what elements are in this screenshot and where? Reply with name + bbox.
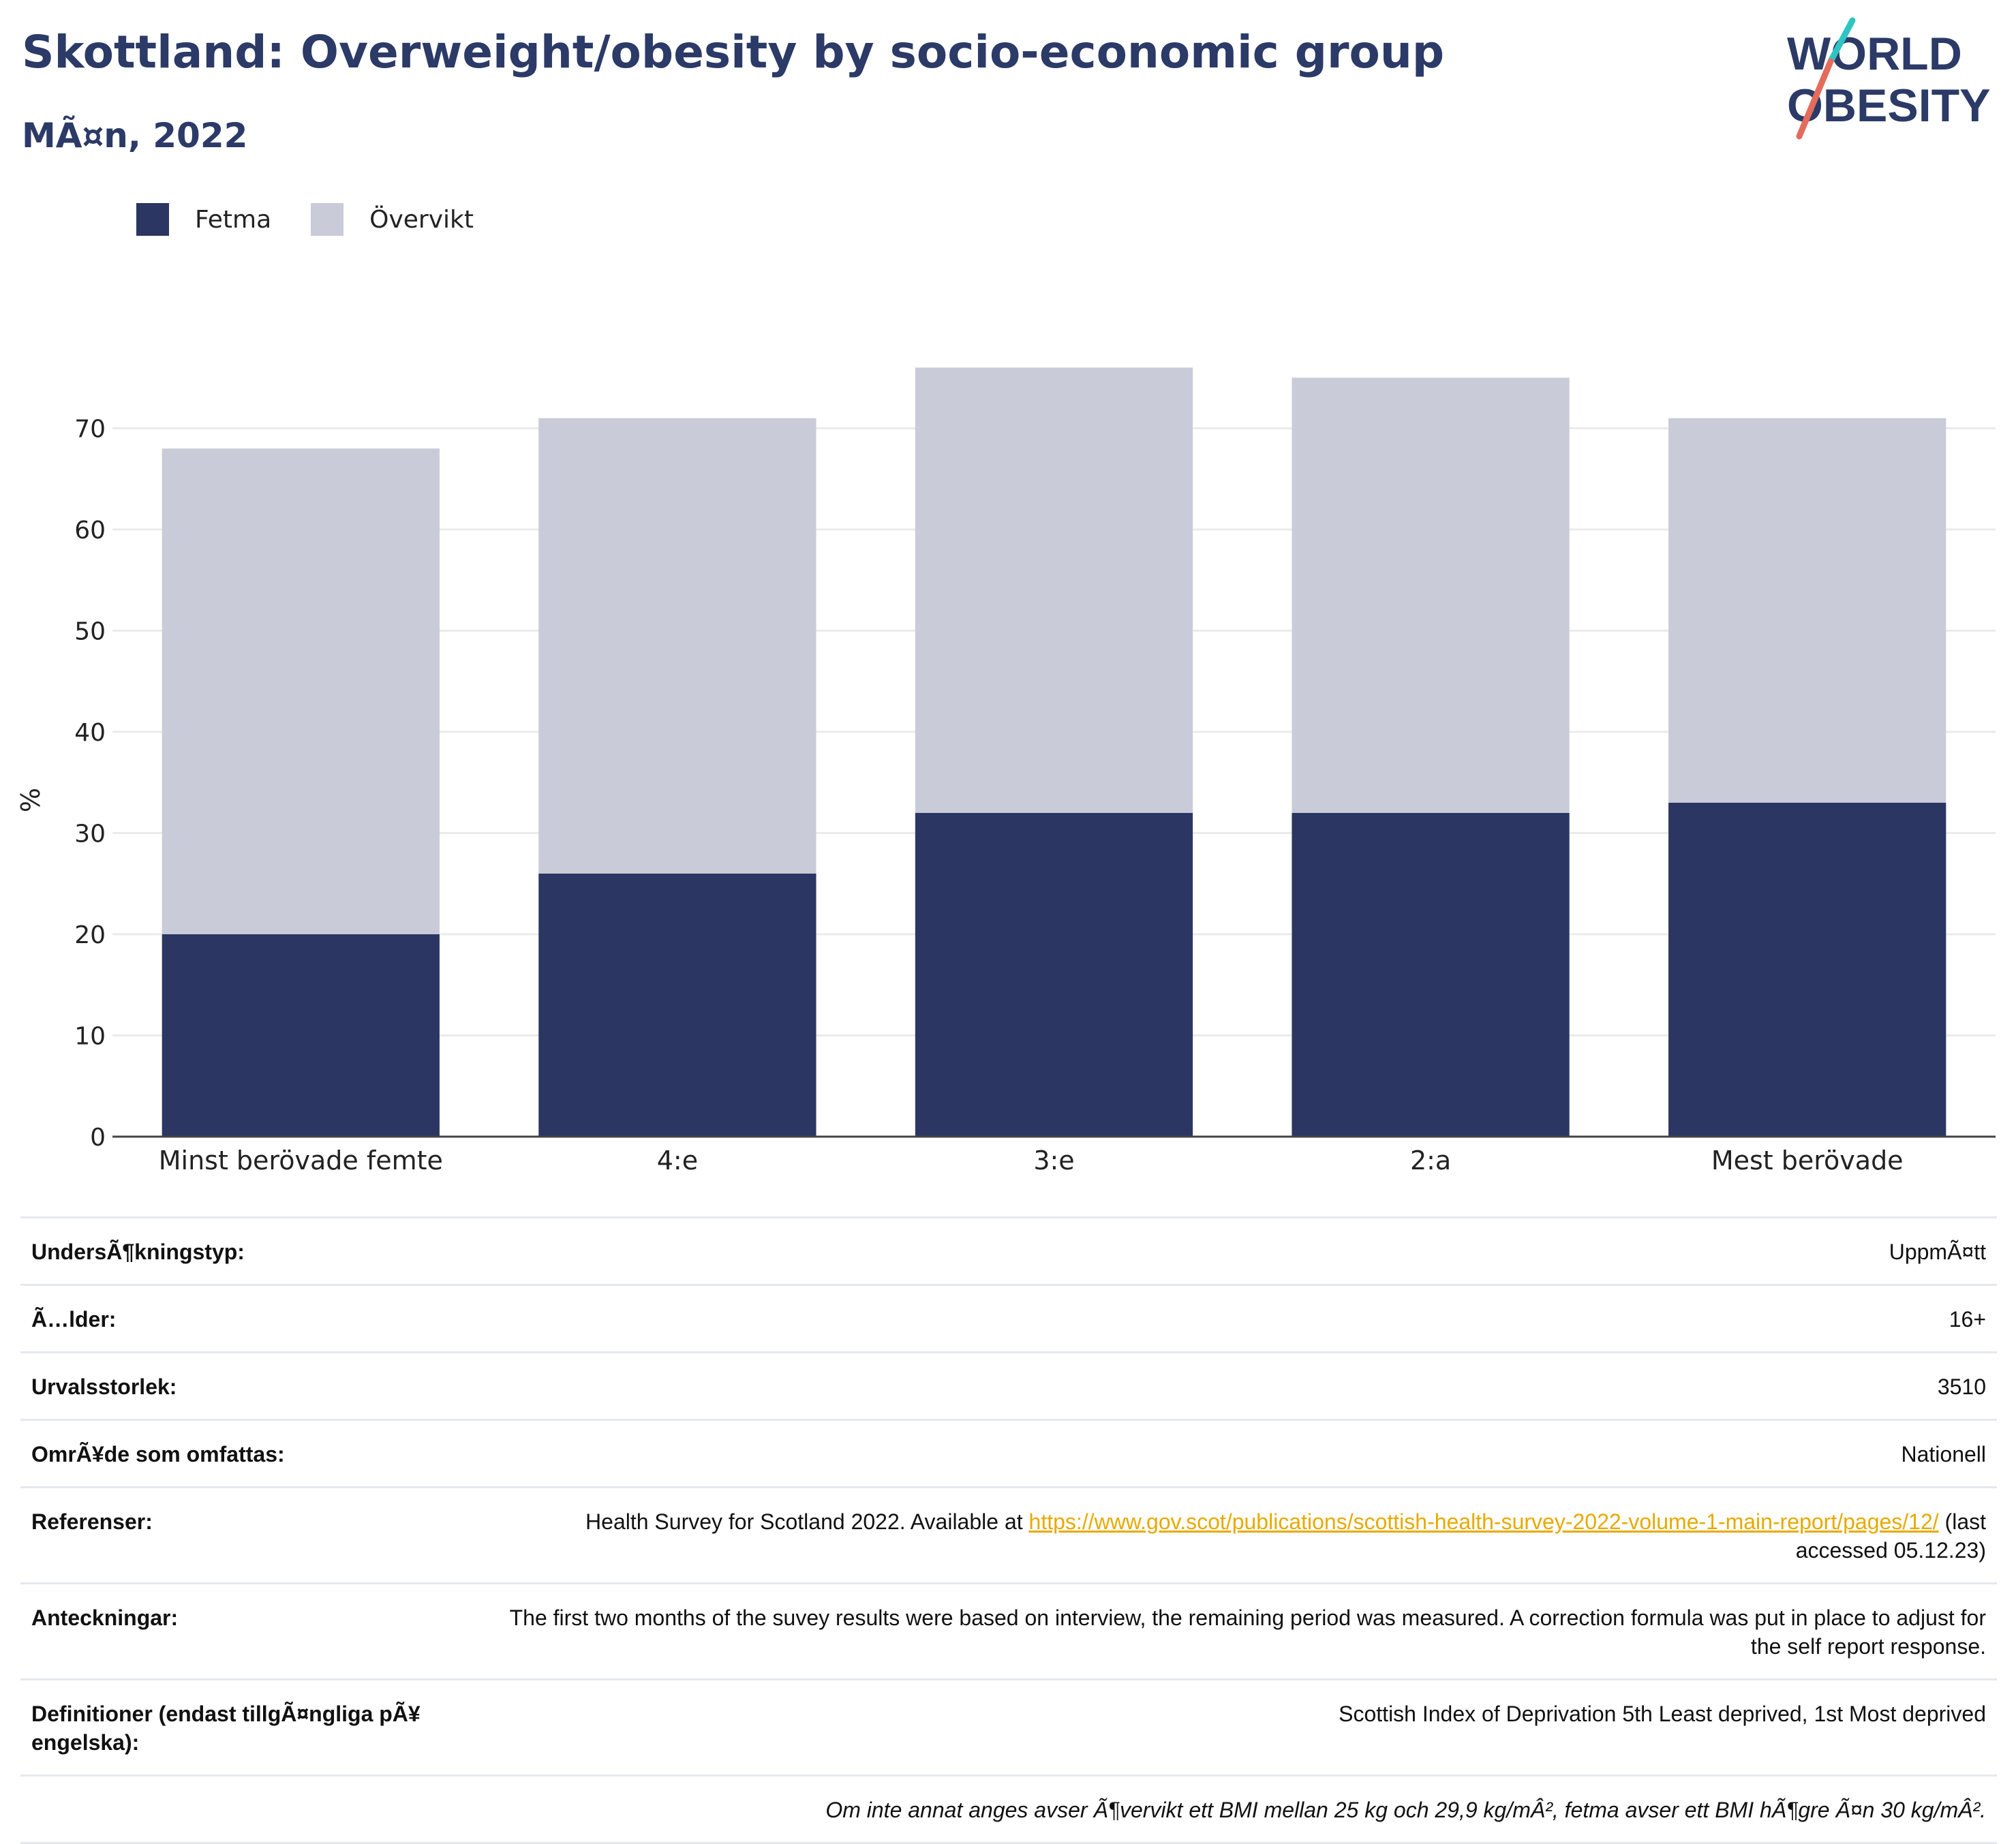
- meta-key: Urvalsstorlek:: [31, 1374, 177, 1399]
- reference-link[interactable]: https://www.gov.scot/publications/scotti…: [1028, 1509, 1939, 1534]
- legend-swatch-overvikt: [311, 203, 344, 236]
- logo-line1: WORLD: [1787, 28, 1962, 80]
- bmi-footnote: Om inte annat anges avser Ã¶vervikt ett …: [825, 1798, 1986, 1822]
- x-tick-label: 3:e: [1033, 1146, 1074, 1175]
- meta-row-sample-size: Urvalsstorlek: 3510: [20, 1351, 1997, 1419]
- meta-value: Health Survey for Scotland 2022. Availab…: [508, 1507, 1986, 1565]
- bar-overvikt[interactable]: [915, 367, 1193, 813]
- bar-fetma[interactable]: [915, 812, 1193, 1137]
- y-tick-labels: 0 10 20 30 40 50 60 70: [74, 416, 106, 1152]
- world-obesity-logo: WORLD OBESITY: [1787, 17, 1991, 140]
- y-tick-label: 20: [74, 921, 106, 949]
- meta-value: Scottish Index of Deprivation 5th Least …: [1339, 1702, 1986, 1726]
- meta-key: Referenser:: [31, 1509, 153, 1534]
- meta-row-notes: Anteckningar: The first two months of th…: [20, 1582, 1997, 1678]
- legend-label-overvikt: Övervikt: [369, 205, 474, 234]
- meta-key: OmrÃ¥de som omfattas:: [31, 1442, 285, 1466]
- y-tick-label: 0: [90, 1124, 106, 1152]
- chart-title: Skottland: Overweight/obesity by socio-e…: [22, 26, 1445, 78]
- bars: [162, 367, 1946, 1137]
- meta-value: The first two months of the suvey result…: [509, 1605, 1986, 1659]
- x-tick-label: 4:e: [657, 1146, 698, 1175]
- meta-key: Ã…lder:: [31, 1307, 117, 1332]
- bar-overvikt[interactable]: [538, 418, 816, 874]
- bar-overvikt[interactable]: [1668, 418, 1946, 803]
- y-tick-label: 50: [74, 618, 106, 646]
- bar-overvikt[interactable]: [162, 448, 440, 934]
- meta-row-definitions: Definitioner (endast tillgÃ¤ngliga pÃ¥ e…: [20, 1678, 1997, 1774]
- meta-row-age: Ã…lder: 16+: [20, 1284, 1997, 1351]
- legend-item-fetma[interactable]: Fetma: [136, 203, 271, 236]
- x-tick-labels: Minst berövade femte 4:e 3:e 2:a Mest beröva…: [159, 1146, 1904, 1175]
- bar-fetma[interactable]: [162, 934, 440, 1137]
- bar-fetma[interactable]: [1292, 812, 1570, 1137]
- y-tick-label: 60: [74, 517, 106, 544]
- legend: Fetma Övervikt: [136, 203, 513, 236]
- bar-fetma[interactable]: [1668, 802, 1946, 1137]
- meta-key: UndersÃ¶kningstyp:: [31, 1240, 245, 1264]
- y-tick-label: 30: [74, 820, 106, 848]
- meta-value: 16+: [1949, 1307, 1986, 1332]
- metadata-table: UndersÃ¶kningstyp: UppmÃ¤tt Ã…lder: 16+ …: [20, 1216, 1997, 1844]
- bar-fetma[interactable]: [538, 873, 816, 1137]
- meta-row-references: Referenser: Health Survey for Scotland 2…: [20, 1486, 1997, 1582]
- bar-overvikt[interactable]: [1292, 378, 1570, 813]
- y-axis-label: %: [16, 788, 46, 812]
- y-tick-label: 40: [74, 719, 106, 747]
- legend-swatch-fetma: [136, 203, 169, 236]
- meta-row-footnote: Om inte annat anges avser Ã¶vervikt ett …: [20, 1774, 1997, 1844]
- meta-row-survey-type: UndersÃ¶kningstyp: UppmÃ¤tt: [20, 1216, 1997, 1284]
- meta-row-area: OmrÃ¥de som omfattas: Nationell: [20, 1419, 1997, 1486]
- legend-label-fetma: Fetma: [195, 205, 272, 234]
- reference-accessed: (last accessed 05.12.23): [1795, 1509, 1986, 1563]
- meta-key: Anteckningar:: [31, 1605, 179, 1630]
- reference-text: Health Survey for Scotland 2022. Availab…: [585, 1509, 1029, 1534]
- meta-value: UppmÃ¤tt: [1889, 1240, 1986, 1264]
- meta-key: Definitioner (endast tillgÃ¤ngliga pÃ¥ e…: [31, 1702, 421, 1755]
- x-tick-label: Mest berövade: [1711, 1146, 1904, 1175]
- x-tick-label: Minst berövade femte: [159, 1146, 443, 1175]
- y-tick-label: 10: [74, 1023, 106, 1051]
- y-tick-label: 70: [74, 416, 106, 444]
- meta-value: Nationell: [1901, 1442, 1986, 1466]
- x-tick-label: 2:a: [1410, 1146, 1451, 1175]
- meta-value: 3510: [1937, 1374, 1986, 1399]
- bar-chart: 0 10 20 30 40 50 60 70 Minst berövade femte 4:e 3…: [16, 367, 1996, 1175]
- legend-item-overvikt[interactable]: Övervikt: [311, 203, 474, 236]
- chart-subtitle: MÃ¤n, 2022: [22, 116, 248, 155]
